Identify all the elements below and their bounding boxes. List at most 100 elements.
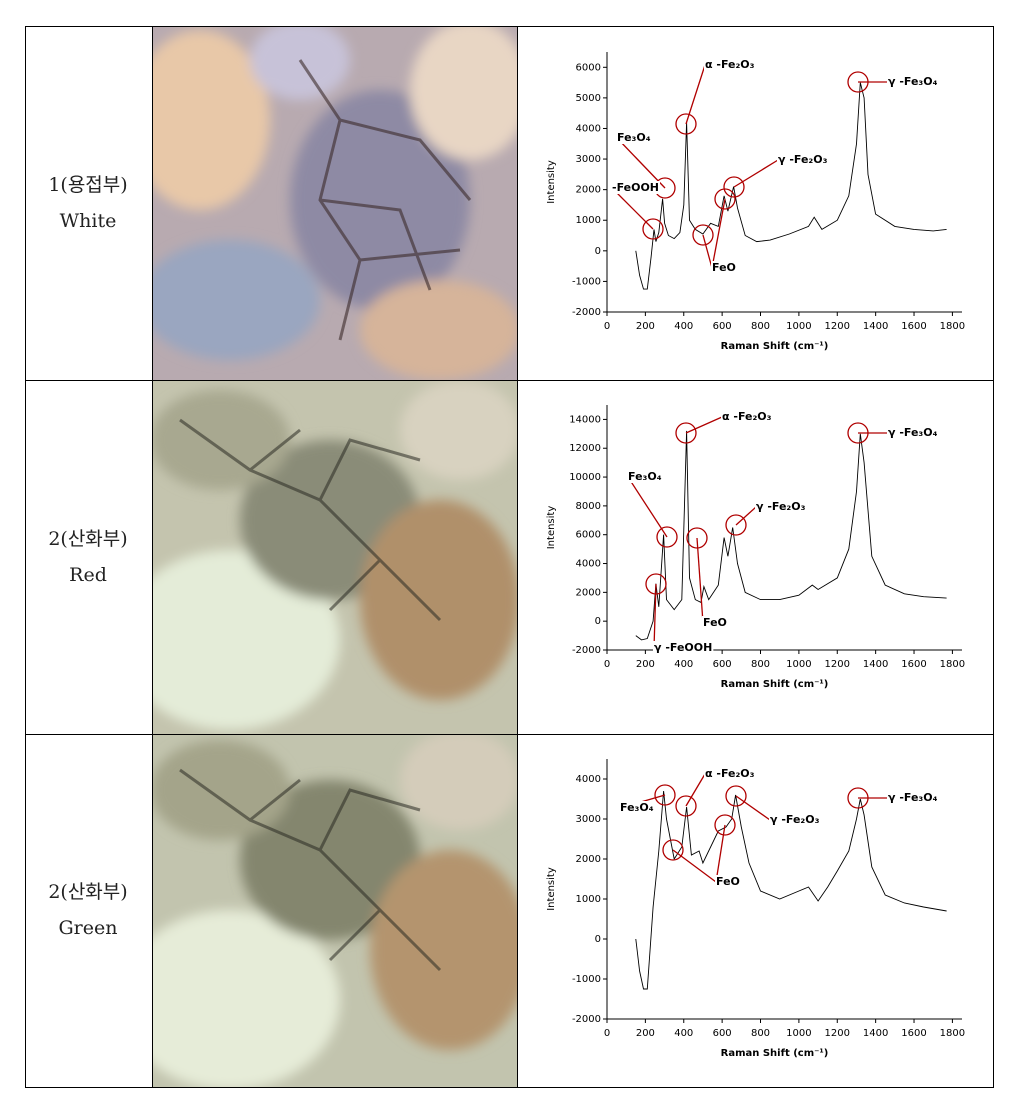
x-tick-label: 1400 [863, 321, 888, 332]
table-grid [25, 26, 994, 1088]
leader-line [735, 795, 771, 821]
leader-line [735, 506, 757, 526]
annotation-bg [769, 813, 821, 826]
x-tick-label: 1000 [786, 1028, 811, 1039]
y-tick-label: 2000 [576, 587, 601, 598]
x-tick-label: 1800 [940, 321, 965, 332]
y-tick-label: 0 [595, 934, 601, 945]
x-tick-label: 400 [674, 659, 693, 670]
annotation-bg [887, 426, 939, 439]
x-tick-label: 0 [604, 659, 610, 670]
peak-annotation: Fe₃O₄ [617, 131, 651, 144]
peak-circle [847, 422, 869, 444]
leader-line [627, 476, 668, 538]
peak-circle [725, 785, 747, 807]
annotation-bg [777, 153, 829, 166]
y-tick-label: -1000 [572, 974, 601, 985]
x-tick-label: 0 [604, 1028, 610, 1039]
micrograph [152, 734, 517, 1087]
leader-line [672, 849, 717, 883]
spectrum-line [635, 790, 947, 990]
leader-line [685, 64, 706, 125]
spectrum-line [635, 82, 947, 290]
peak-circle [656, 526, 678, 548]
leader-line [696, 537, 704, 624]
y-tick-label: -1000 [572, 276, 601, 287]
y-tick-label: 10000 [569, 472, 601, 483]
x-tick-label: 200 [636, 659, 655, 670]
peak-circle [642, 218, 664, 240]
y-tick-label: 4000 [576, 559, 601, 570]
annotation-bg [616, 131, 652, 144]
x-tick-label: 1200 [825, 1028, 850, 1039]
y-tick-label: -2000 [572, 307, 601, 318]
x-tick-label: 1600 [901, 659, 926, 670]
peak-circle [847, 787, 869, 809]
peak-annotation: γ -Fe₃O₄ [888, 426, 938, 439]
peak-annotation: γ -FeOOH [654, 641, 712, 654]
annotation-bg [653, 641, 714, 654]
peak-circle [847, 71, 869, 93]
x-tick-label: 400 [674, 321, 693, 332]
x-tick-label: 600 [713, 321, 732, 332]
leader-line [616, 137, 666, 189]
peak-circle [714, 814, 736, 836]
x-tick-label: 600 [713, 1028, 732, 1039]
peak-annotation: γ -Fe₃O₄ [888, 75, 938, 88]
y-tick-label: 4000 [576, 774, 601, 785]
peak-circle [692, 224, 714, 246]
peak-annotation: γ -Fe₂O₃ [770, 813, 820, 826]
y-tick-label: 2000 [576, 185, 601, 196]
annotation-bg [887, 791, 939, 804]
peak-circle [645, 573, 667, 595]
y-tick-label: -2000 [572, 1014, 601, 1025]
x-axis-label: Raman Shift (cm⁻¹) [721, 1048, 829, 1059]
x-tick-label: 800 [751, 1028, 770, 1039]
annotation-bg [755, 500, 807, 513]
peak-annotation: γ -Fe₂O₃ [756, 500, 806, 513]
y-tick-label: 6000 [576, 530, 601, 541]
y-tick-label: 0 [595, 246, 601, 257]
y-tick-label: 5000 [576, 93, 601, 104]
spectrum-line [635, 430, 947, 641]
peak-annotation: -FeOOH [612, 181, 659, 194]
color-label: White [60, 210, 117, 232]
annotation-bg [711, 261, 737, 274]
peak-annotation: γ -Fe₂O₃ [778, 153, 828, 166]
peak-annotation: FeO [716, 875, 740, 888]
peak-annotation: γ -Fe₃O₄ [888, 791, 938, 804]
annotation-bg [704, 58, 756, 71]
y-tick-label: 6000 [576, 62, 601, 73]
x-tick-label: 600 [713, 659, 732, 670]
x-tick-label: 0 [604, 321, 610, 332]
peak-circle [675, 113, 697, 135]
y-tick-label: 1000 [576, 894, 601, 905]
y-tick-label: 3000 [576, 154, 601, 165]
micrograph [152, 380, 517, 734]
leader-line [711, 198, 726, 269]
peak-annotation: FeO [712, 261, 736, 274]
y-tick-label: 4000 [576, 123, 601, 134]
peak-circle [686, 527, 708, 549]
x-tick-label: 1800 [940, 659, 965, 670]
x-tick-label: 1600 [901, 321, 926, 332]
annotation-bg [704, 767, 756, 780]
micrograph [152, 26, 517, 380]
leader-line [733, 159, 779, 188]
leader-line [653, 583, 657, 649]
y-tick-label: 1000 [576, 215, 601, 226]
x-axis-label: Raman Shift (cm⁻¹) [721, 341, 829, 352]
leader-line [685, 416, 723, 434]
peak-annotation: FeO [703, 616, 727, 629]
x-tick-label: 1000 [786, 321, 811, 332]
peak-annotation: α -Fe₂O₃ [705, 767, 755, 780]
annotation-bg [702, 616, 728, 629]
x-tick-label: 1400 [863, 659, 888, 670]
y-tick-label: 3000 [576, 814, 601, 825]
annotation-bg [619, 801, 655, 814]
peak-circle [675, 422, 697, 444]
x-tick-label: 400 [674, 1028, 693, 1039]
x-tick-label: 1200 [825, 321, 850, 332]
leader-line [685, 773, 706, 807]
